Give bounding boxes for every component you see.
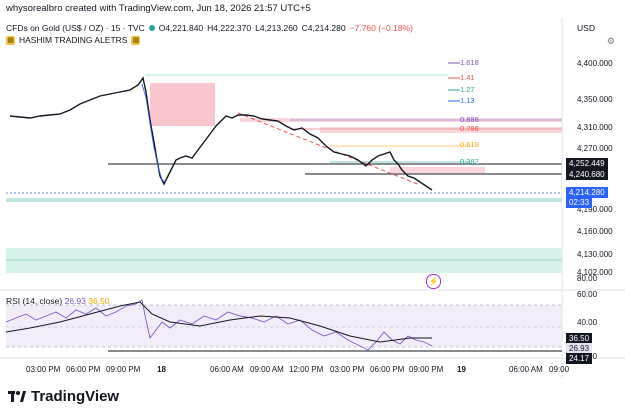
price-tag-current[interactable]: 4,214.280 <box>566 187 608 198</box>
rsi-line <box>5 299 433 351</box>
symbol-legend[interactable]: CFDs on Gold (US$ / OZ) · 15 · TVC O4,22… <box>6 23 413 33</box>
ohlc-close: C4,214.280 <box>301 23 346 33</box>
supply-zone <box>150 83 215 126</box>
resistance-zone-3 <box>390 167 485 173</box>
fib-label-0618: 0.618 <box>460 140 479 149</box>
symbol-title[interactable]: CFDs on Gold (US$ / OZ) · 15 · TVC <box>6 23 145 33</box>
indicator-settings-icon[interactable]: ▦ <box>131 35 141 45</box>
price-tag-level-1[interactable]: 4,252.449 <box>566 158 608 169</box>
resistance-zone-2 <box>320 127 562 133</box>
ohlc-open: O4,221.840 <box>158 23 204 33</box>
trend-line[interactable] <box>237 112 421 186</box>
ohlc-low: L4,213.260 <box>255 23 298 33</box>
time-tick-day: 19 <box>457 365 466 374</box>
fib-label-1618: 1.618 <box>460 58 479 67</box>
fib-label-0886: 0.886 <box>460 115 479 124</box>
ohlc-high: H4,222.370 <box>207 23 252 33</box>
rsi-value: 26.93 <box>64 296 86 306</box>
market-status-icon <box>148 25 155 31</box>
fib-label-141: 1.41 <box>460 73 475 82</box>
fib-label-127: 1.27 <box>460 85 475 94</box>
rsi-band <box>6 305 562 347</box>
support-zone-upper <box>6 198 562 202</box>
time-tick: 09:00 <box>549 365 570 374</box>
rsi-tag-ma: 36.50 <box>566 333 593 344</box>
tradingview-logo[interactable]: TradingView <box>8 388 119 405</box>
fib-label-113: 1.13 <box>460 96 475 105</box>
indicator-flag-icon: ▦ <box>6 35 15 45</box>
indicator-name[interactable]: HASHIM TRADING ALETRS <box>19 35 128 45</box>
time-tick-day: 18 <box>157 365 166 374</box>
price-tick: 4,130.000 <box>577 250 613 259</box>
currency-label[interactable]: USD <box>577 23 595 33</box>
rsi-tick: 40.00 <box>577 318 598 327</box>
time-tick: 06:00 AM <box>509 365 543 374</box>
time-tick: 06:00 AM <box>210 365 244 374</box>
rsi-ma-line <box>5 301 432 343</box>
rsi-tag-level: 24.17 <box>566 353 593 364</box>
fib-label-0786: 0.786 <box>460 124 479 133</box>
rsi-tick: 60.00 <box>577 290 598 299</box>
price-tick: 4,102.000 <box>577 268 613 277</box>
brand-name: TradingView <box>31 388 120 405</box>
time-tick: 12:00 PM <box>289 365 324 374</box>
rsi-tick: 80.00 <box>577 274 598 283</box>
price-tick: 4,270.000 <box>577 144 613 153</box>
price-tick: 4,350.000 <box>577 95 613 104</box>
rsi-name[interactable]: RSI (14, close) <box>6 296 63 306</box>
rsi-legend[interactable]: RSI (14, close) 26.93 36.50 <box>6 296 110 306</box>
time-tick: 03:00 PM <box>330 365 365 374</box>
time-tick: 09:00 PM <box>106 365 141 374</box>
price-series-bull <box>141 83 167 183</box>
time-tick: 06:00 PM <box>370 365 405 374</box>
bar-countdown: 02:33 <box>566 197 593 208</box>
price-tick: 4,400.000 <box>577 59 613 68</box>
price-tick: 4,190.000 <box>577 205 613 214</box>
price-tick: 4,160.000 <box>577 227 613 236</box>
price-series <box>9 76 433 191</box>
fib-label-0382: 0.382 <box>460 157 479 166</box>
rsi-tag-value: 26.93 <box>566 343 593 354</box>
time-tick: 03:00 PM <box>26 365 61 374</box>
price-tag-level-2[interactable]: 4,240.680 <box>566 169 608 180</box>
time-tick: 09:00 AM <box>250 365 284 374</box>
price-tick: 4,310.000 <box>577 123 613 132</box>
indicator-legend[interactable]: ▦ HASHIM TRADING ALETRS ▦ <box>6 35 141 45</box>
tradingview-logo-icon <box>8 391 26 402</box>
lightning-icon[interactable]: ⚡ <box>426 274 441 289</box>
rsi-ma-value: 36.50 <box>88 296 110 306</box>
chart-creator-note: whysorealbro created with TradingView.co… <box>6 3 311 14</box>
price-change: −7.760 (−0.18%) <box>349 23 413 33</box>
time-tick: 06:00 PM <box>66 365 101 374</box>
settings-icon[interactable]: ⚙ <box>606 36 615 46</box>
time-tick: 09:00 PM <box>409 365 444 374</box>
